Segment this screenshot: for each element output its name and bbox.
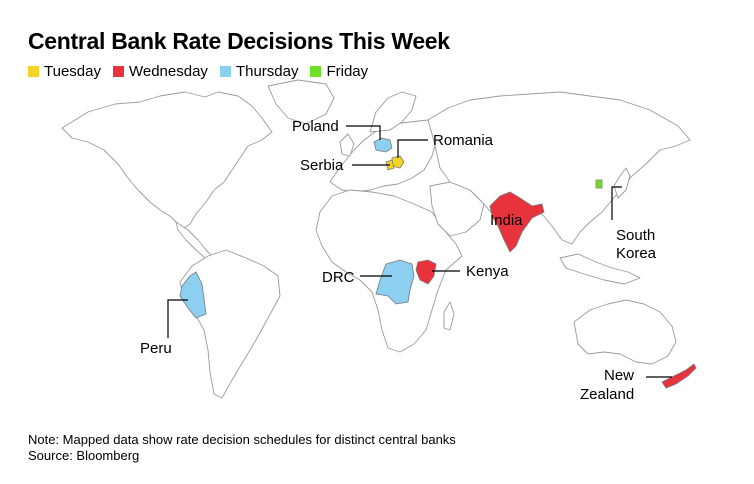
legend-label-wednesday: Wednesday [128,63,208,80]
legend-item-thursday: Thursday [219,63,299,80]
legend-item-wednesday: Wednesday [112,63,208,80]
label-poland: Poland [292,118,339,135]
uk-landmass [339,133,355,157]
new-zealand-shape [661,363,697,389]
chart-title: Central Bank Rate Decisions This Week [28,28,450,54]
kenya-shape [415,259,437,285]
japan-landmass [613,167,631,199]
land-outlines [61,79,691,399]
label-peru: Peru [140,340,172,357]
poland-shape [373,137,393,153]
legend-item-tuesday: Tuesday [28,63,101,80]
legend: Tuesday Wednesday Thursday Friday [28,63,380,80]
source-text: Source: Bloomberg [28,448,140,463]
greenland-landmass [267,79,335,125]
legend-label-tuesday: Tuesday [44,63,101,80]
drc-shape [375,259,415,305]
romania-leader [397,139,428,158]
legend-item-friday: Friday [310,63,368,80]
peru-leader [167,299,188,338]
legend-swatch-tuesday [28,66,39,77]
peru-shape [179,271,207,319]
india-shape [489,191,545,253]
label-romania: Romania [433,132,494,149]
australia-landmass [573,299,677,365]
label-kenya: Kenya [466,263,509,280]
label-india: India [490,212,523,229]
highlighted-countries [179,137,697,389]
leader-lines [167,125,672,378]
southeast-asia-islands [559,253,641,285]
south-korea-shape [595,179,603,189]
note-text: Note: Mapped data show rate decision sch… [28,432,456,447]
label-south-korea-line2: Korea [616,245,657,262]
legend-swatch-thursday [219,66,231,77]
label-new-zealand-line2: Zealand [580,386,634,403]
label-serbia: Serbia [300,157,344,174]
scandinavia-landmass [369,91,417,133]
legend-swatch-wednesday [112,66,124,77]
footer-note: Note: Mapped data show rate decision sch… [28,432,456,464]
label-new-zealand-line1: New [604,367,634,384]
madagascar-landmass [443,301,455,331]
legend-label-friday: Friday [326,63,369,80]
label-south-korea-line1: South [616,227,655,244]
poland-leader [346,125,381,140]
legend-label-thursday: Thursday [235,63,299,80]
north-america-landmass [61,91,273,231]
central-america-landmass [175,221,213,259]
label-drc: DRC [322,269,355,286]
legend-swatch-friday [310,66,322,77]
south-korea-leader [611,186,622,220]
